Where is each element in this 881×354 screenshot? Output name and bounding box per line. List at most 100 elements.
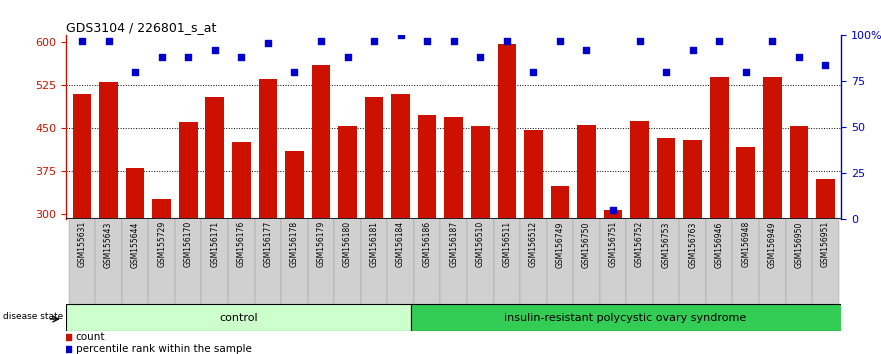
Text: count: count xyxy=(76,332,105,342)
Point xyxy=(792,55,806,60)
Bar xyxy=(126,168,144,354)
Bar xyxy=(653,218,679,304)
Bar xyxy=(148,218,175,304)
Point xyxy=(181,55,196,60)
Point xyxy=(633,38,647,44)
Text: GSM156180: GSM156180 xyxy=(343,221,352,267)
Text: GDS3104 / 226801_s_at: GDS3104 / 226801_s_at xyxy=(66,21,217,34)
Bar xyxy=(789,126,808,354)
Bar xyxy=(600,218,626,304)
Point xyxy=(61,347,75,352)
Bar xyxy=(175,218,202,304)
Bar xyxy=(95,218,122,304)
Point xyxy=(606,207,620,213)
Bar xyxy=(679,218,706,304)
Bar xyxy=(759,218,786,304)
Bar xyxy=(414,218,440,304)
Bar xyxy=(100,82,118,354)
Text: percentile rank within the sample: percentile rank within the sample xyxy=(76,344,252,354)
Point xyxy=(367,38,381,44)
Point xyxy=(394,33,408,38)
Bar xyxy=(812,218,839,304)
Bar xyxy=(179,122,197,354)
Bar xyxy=(493,218,520,304)
Point xyxy=(128,69,142,75)
Point xyxy=(447,38,461,44)
Text: GSM156946: GSM156946 xyxy=(714,221,723,268)
Bar xyxy=(603,210,622,354)
Text: GSM156186: GSM156186 xyxy=(423,221,432,267)
Point xyxy=(500,38,514,44)
Bar xyxy=(418,115,436,354)
Text: GSM156751: GSM156751 xyxy=(609,221,618,267)
Text: GSM156752: GSM156752 xyxy=(635,221,644,267)
Point xyxy=(75,38,89,44)
Text: insulin-resistant polycystic ovary syndrome: insulin-resistant polycystic ovary syndr… xyxy=(504,313,746,323)
Bar xyxy=(66,304,411,331)
Text: GSM156179: GSM156179 xyxy=(316,221,325,267)
Point xyxy=(420,38,434,44)
Text: control: control xyxy=(219,313,258,323)
Bar xyxy=(69,218,95,304)
Bar xyxy=(228,218,255,304)
Bar xyxy=(520,218,546,304)
Point xyxy=(685,47,700,53)
Point xyxy=(739,69,753,75)
Point xyxy=(261,40,275,46)
Text: GSM155729: GSM155729 xyxy=(157,221,167,267)
Text: GSM156763: GSM156763 xyxy=(688,221,697,268)
Point xyxy=(526,69,540,75)
Text: GSM156750: GSM156750 xyxy=(582,221,591,268)
Bar xyxy=(467,218,493,304)
Point xyxy=(61,334,75,339)
Bar xyxy=(411,304,852,331)
Text: GSM156187: GSM156187 xyxy=(449,221,458,267)
Bar xyxy=(232,142,250,354)
Point xyxy=(712,38,726,44)
Text: GSM155644: GSM155644 xyxy=(130,221,139,268)
Bar xyxy=(391,94,410,354)
Text: GSM156950: GSM156950 xyxy=(795,221,803,268)
Bar xyxy=(706,218,732,304)
Text: GSM156948: GSM156948 xyxy=(741,221,751,267)
Text: GSM156177: GSM156177 xyxy=(263,221,272,267)
Point xyxy=(580,47,594,53)
Text: GSM156170: GSM156170 xyxy=(184,221,193,267)
Bar xyxy=(657,138,676,354)
Bar xyxy=(577,125,596,354)
Point xyxy=(340,55,354,60)
Text: GSM155631: GSM155631 xyxy=(78,221,86,267)
Bar xyxy=(361,218,388,304)
Text: GSM156176: GSM156176 xyxy=(237,221,246,267)
Bar xyxy=(684,140,702,354)
Bar xyxy=(73,94,92,354)
Bar xyxy=(258,79,278,354)
Bar xyxy=(524,130,543,354)
Point xyxy=(208,47,222,53)
Bar xyxy=(281,218,307,304)
Point xyxy=(314,38,328,44)
Text: GSM156178: GSM156178 xyxy=(290,221,299,267)
Bar xyxy=(285,151,304,354)
Bar xyxy=(334,218,361,304)
Bar xyxy=(630,121,649,354)
Text: GSM156511: GSM156511 xyxy=(502,221,511,267)
Bar xyxy=(551,186,569,354)
Text: GSM156184: GSM156184 xyxy=(396,221,405,267)
Bar xyxy=(574,218,600,304)
Bar xyxy=(763,76,781,354)
Bar xyxy=(122,218,148,304)
Bar xyxy=(498,44,516,354)
Text: GSM156512: GSM156512 xyxy=(529,221,538,267)
Text: GSM156171: GSM156171 xyxy=(211,221,219,267)
Text: GSM156749: GSM156749 xyxy=(555,221,565,268)
Text: disease state: disease state xyxy=(4,312,63,321)
Point xyxy=(473,55,487,60)
Bar xyxy=(205,97,224,354)
Bar xyxy=(255,218,281,304)
Bar xyxy=(710,76,729,354)
Bar xyxy=(732,218,759,304)
Text: GSM156949: GSM156949 xyxy=(768,221,777,268)
Text: GSM155643: GSM155643 xyxy=(104,221,113,268)
Text: GSM156753: GSM156753 xyxy=(662,221,670,268)
